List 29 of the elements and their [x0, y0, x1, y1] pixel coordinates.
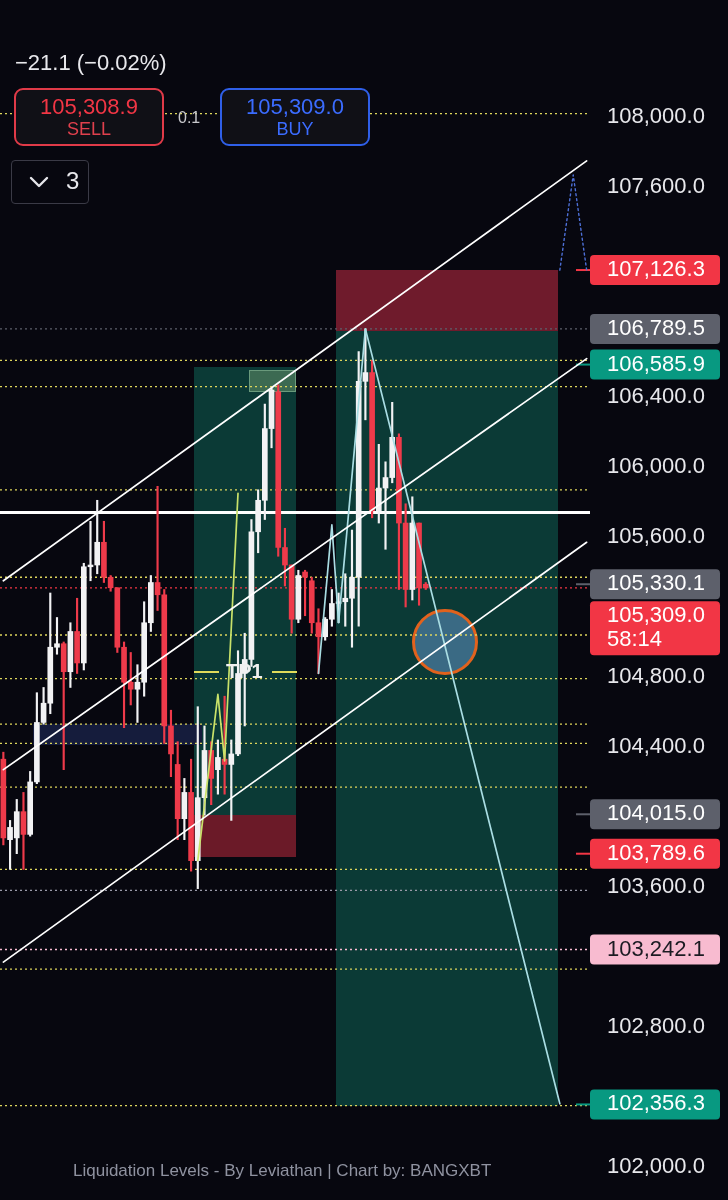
ref-line-label: 105,309.0 58:14 [607, 602, 705, 652]
annotation: Liquidation Levels - By Leviathan | Chart by: BANGXBT [73, 1161, 492, 1181]
text: −21.1 (−0.02%) [15, 50, 167, 76]
annotation: SELL [66, 119, 112, 140]
ref-line-label: 106,789.5 [607, 315, 705, 341]
ref-line-label: 106,585.9 [607, 350, 705, 376]
y-tick-label: 105,600.0 [607, 523, 705, 549]
y-tick-label: 104,800.0 [607, 663, 705, 689]
annotation: 105,309.0 [246, 94, 344, 119]
y-tick-label: 102,800.0 [607, 1012, 705, 1038]
ref-line-label: 103,242.1 [607, 935, 705, 961]
y-tick-label: 102,000.0 [607, 1152, 705, 1178]
annotation: BUY [276, 119, 314, 140]
annotation: 105,308.9 [40, 94, 138, 119]
sell-button: 105,308.9 SELL [14, 88, 164, 146]
annotation: 0.1 [178, 108, 201, 127]
ref-line-label: 104,015.0 [607, 800, 705, 826]
annotation: 3 [66, 167, 80, 195]
y-tick-label: 108,000.0 [607, 103, 705, 129]
ref-line-label: 102,356.3 [607, 1090, 705, 1116]
ref-line-label: 103,789.6 [607, 839, 705, 865]
y-tick-label: 107,600.0 [607, 173, 705, 199]
ref-line-label: 105,330.1 [607, 570, 705, 596]
y-tick-label: 106,400.0 [607, 383, 705, 409]
ref-line-label: 107,126.3 [607, 256, 705, 282]
y-tick-label: 104,400.0 [607, 733, 705, 758]
y-tick-label: 103,600.0 [607, 872, 705, 898]
buy-button: 105,309.0 BUY [220, 88, 370, 146]
y-tick-label: 106,000.0 [607, 453, 705, 479]
